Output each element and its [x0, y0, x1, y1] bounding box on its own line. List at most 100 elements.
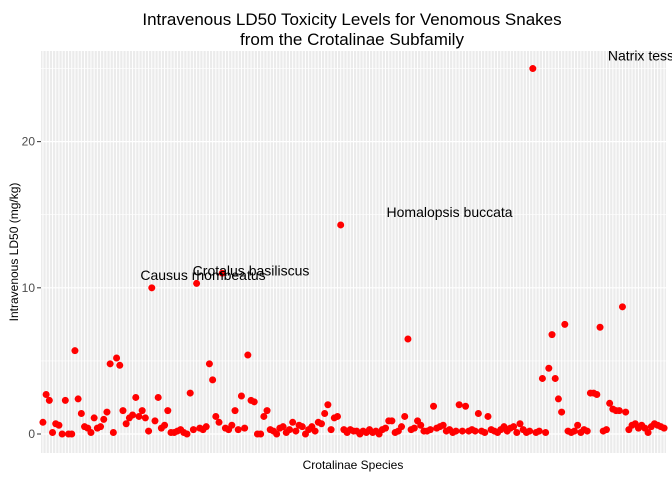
- data-point: [455, 401, 463, 409]
- data-point: [458, 427, 466, 435]
- data-point: [660, 424, 668, 432]
- data-point: [151, 417, 159, 425]
- data-point: [583, 427, 591, 435]
- data-point: [215, 418, 223, 426]
- y-tick-label: 0: [28, 427, 35, 441]
- data-point: [138, 407, 146, 415]
- data-point: [324, 401, 332, 409]
- data-point: [471, 427, 479, 435]
- chart-title-line-2: from the Crotalinae Subfamily: [240, 30, 464, 49]
- data-point: [189, 426, 197, 434]
- data-points: [39, 65, 668, 438]
- data-point: [417, 421, 425, 429]
- data-point: [129, 411, 137, 419]
- data-point: [209, 376, 217, 384]
- data-point: [218, 269, 226, 277]
- data-point: [289, 418, 297, 426]
- data-point: [234, 426, 242, 434]
- chart-title-line-1: Intravenous LD50 Toxicity Levels for Ven…: [142, 10, 561, 29]
- data-point: [257, 430, 265, 438]
- data-point: [644, 429, 652, 437]
- x-gridlines: [42, 51, 665, 453]
- data-point: [113, 354, 121, 362]
- data-point: [45, 396, 53, 404]
- data-point: [161, 421, 169, 429]
- data-point: [42, 391, 50, 399]
- data-point: [558, 408, 566, 416]
- data-point: [241, 424, 249, 432]
- data-point: [481, 429, 489, 437]
- data-point: [542, 429, 550, 437]
- point-annotation: Causus rhombeatus: [140, 267, 265, 283]
- data-point: [116, 361, 124, 369]
- data-point: [244, 351, 252, 359]
- data-point: [327, 426, 335, 434]
- data-point: [317, 420, 325, 428]
- data-point: [141, 414, 149, 422]
- data-point: [439, 421, 447, 429]
- data-point: [106, 360, 114, 368]
- data-point: [622, 408, 630, 416]
- point-annotation: Homalopsis buccata: [387, 204, 513, 220]
- data-point: [228, 421, 236, 429]
- data-point: [618, 303, 626, 311]
- data-point: [250, 398, 258, 406]
- data-point: [186, 389, 194, 397]
- data-point: [484, 412, 492, 420]
- data-point: [462, 402, 470, 410]
- data-point: [49, 429, 57, 437]
- data-point: [77, 410, 85, 418]
- data-point: [183, 430, 191, 438]
- data-point: [606, 399, 614, 407]
- x-axis-label: Crotalinae Species: [303, 458, 404, 472]
- data-point: [561, 320, 569, 328]
- data-point: [292, 427, 300, 435]
- data-point: [202, 423, 210, 431]
- data-point: [119, 407, 127, 415]
- data-point: [529, 65, 537, 73]
- data-point: [410, 424, 418, 432]
- data-point: [311, 427, 319, 435]
- data-point: [401, 412, 409, 420]
- data-point: [298, 423, 306, 431]
- data-point: [68, 430, 76, 438]
- data-point: [100, 415, 108, 423]
- data-point: [164, 407, 172, 415]
- data-point: [602, 426, 610, 434]
- data-point: [388, 417, 396, 425]
- data-point: [122, 420, 130, 428]
- data-point: [132, 393, 140, 401]
- data-point: [135, 412, 143, 420]
- data-point: [426, 426, 434, 434]
- data-point: [545, 364, 553, 372]
- data-point: [554, 395, 562, 403]
- data-point: [260, 412, 268, 420]
- data-point: [145, 427, 153, 435]
- data-point: [538, 374, 546, 382]
- data-point: [382, 424, 390, 432]
- data-point: [474, 410, 482, 418]
- y-tick-label: 20: [22, 135, 36, 149]
- data-point: [231, 407, 239, 415]
- data-point: [103, 408, 111, 416]
- data-point: [398, 423, 406, 431]
- data-point: [337, 221, 345, 229]
- y-axis-label: Intravenous LD50 (mg/kg): [7, 183, 21, 322]
- data-point: [510, 423, 518, 431]
- data-point: [596, 323, 604, 331]
- data-point: [55, 421, 63, 429]
- data-point: [574, 421, 582, 429]
- data-point: [551, 374, 559, 382]
- data-point: [263, 407, 271, 415]
- data-point: [193, 279, 201, 287]
- data-point: [516, 420, 524, 428]
- data-point: [570, 427, 578, 435]
- data-point: [148, 284, 156, 292]
- data-point: [212, 412, 220, 420]
- data-point: [39, 418, 47, 426]
- data-point: [58, 430, 66, 438]
- data-point: [90, 414, 98, 422]
- data-point: [333, 412, 341, 420]
- data-point: [61, 396, 69, 404]
